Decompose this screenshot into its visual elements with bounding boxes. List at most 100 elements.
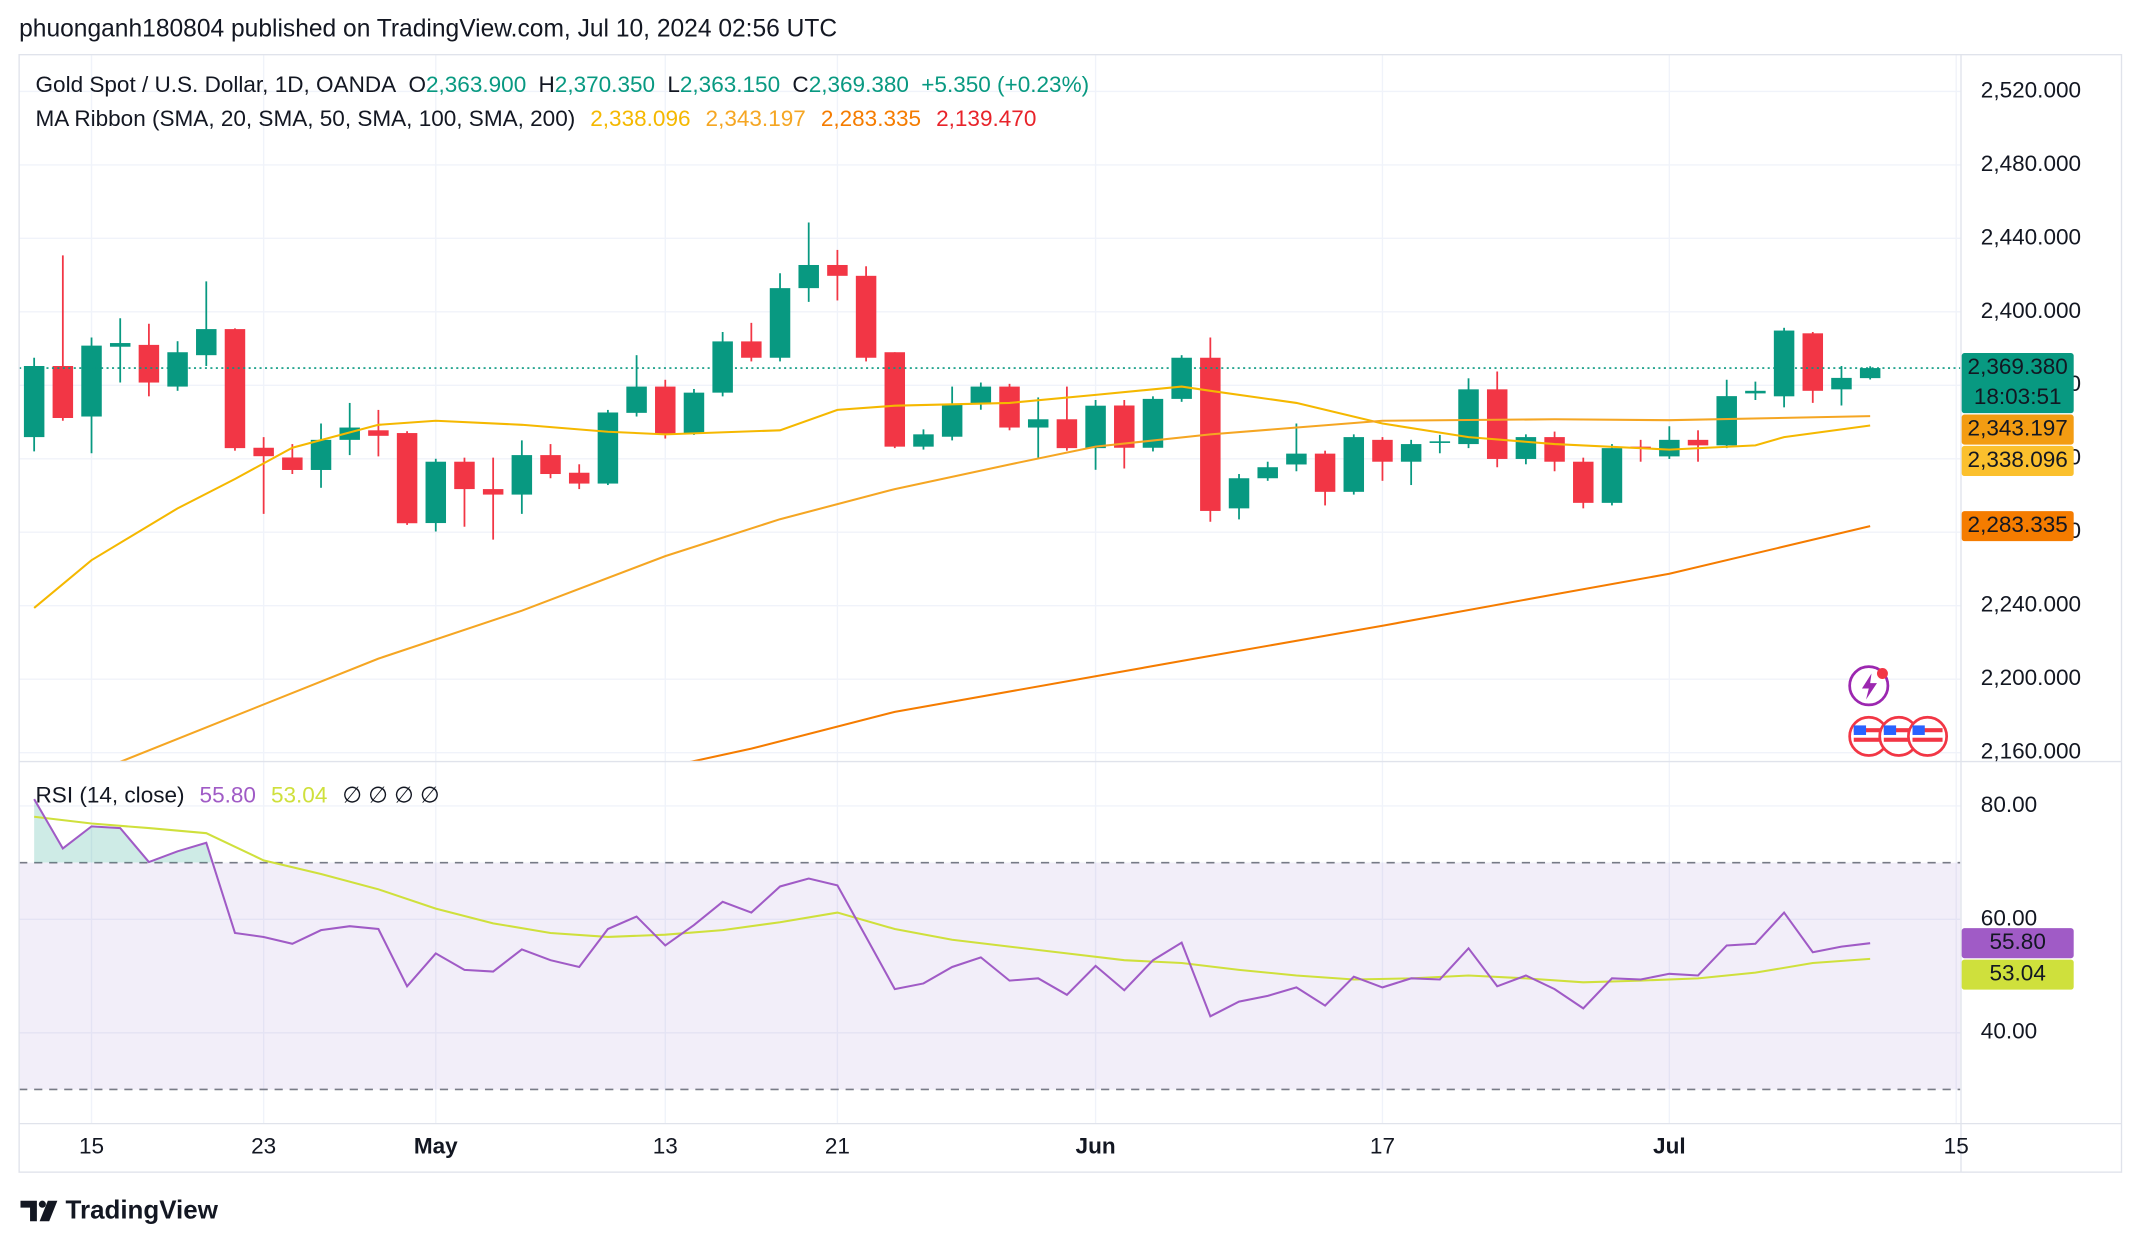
x-tick-label: 23 bbox=[251, 1133, 276, 1158]
candle-body bbox=[1601, 448, 1623, 503]
rsi-tick-label: 40.00 bbox=[1981, 1019, 2037, 1044]
change-value: +5.350 (+0.23%) bbox=[921, 72, 1089, 97]
flag-canton bbox=[1853, 725, 1867, 735]
candle-body bbox=[1859, 368, 1881, 379]
candle-body bbox=[81, 345, 102, 417]
x-tick-label: 15 bbox=[1944, 1133, 1969, 1158]
logo-mark bbox=[20, 1200, 37, 1222]
axis-price-box bbox=[1961, 445, 2074, 476]
rsi-band bbox=[19, 862, 1961, 1090]
axis-price-label: 53.04 bbox=[1989, 961, 2045, 986]
flag-stripe bbox=[1853, 728, 1884, 733]
candle-body bbox=[1486, 389, 1508, 459]
rsi-pane bbox=[19, 798, 1961, 1091]
candle-body bbox=[827, 264, 848, 276]
y-tick-label: 2,400.000 bbox=[1981, 298, 2081, 323]
ohlc-value: 2,363.900 bbox=[426, 72, 526, 97]
logo-mark bbox=[39, 1200, 58, 1222]
candle-body bbox=[597, 412, 619, 484]
ma-value: 2,139.470 bbox=[936, 106, 1036, 131]
ohlc-value: 2,370.350 bbox=[555, 72, 655, 97]
flag-stripe bbox=[1912, 728, 1943, 733]
rsi-ma-line bbox=[34, 815, 1871, 984]
axis-price-label: 18:03:51 bbox=[1974, 384, 2062, 409]
axis-price-label: 2,338.096 bbox=[1968, 447, 2068, 472]
candle-body bbox=[999, 386, 1020, 428]
candle-body bbox=[196, 329, 217, 356]
candle-body bbox=[1085, 405, 1106, 449]
candle-body bbox=[1142, 398, 1164, 448]
candle-body bbox=[1687, 439, 1709, 446]
x-tick-label: 15 bbox=[79, 1133, 104, 1158]
candle-body bbox=[884, 352, 906, 447]
candle-body bbox=[1831, 377, 1852, 390]
candle-body bbox=[1659, 439, 1680, 457]
x-tick-label: Jun bbox=[1076, 1133, 1116, 1158]
candle-body bbox=[368, 430, 389, 436]
candle-body bbox=[1400, 444, 1422, 462]
candle-body bbox=[52, 366, 74, 418]
rsi-value: 55.80 bbox=[200, 782, 256, 807]
axes: 15 23 May 13 21 Jun 17 Jul 15 2,160.000 2,200.000 2… bbox=[79, 77, 2081, 1158]
brand-logo: TradingView bbox=[20, 1197, 219, 1225]
y-tick-label: 2,440.000 bbox=[1981, 224, 2081, 249]
candle-body bbox=[1544, 437, 1565, 462]
ma-value: 2,283.335 bbox=[821, 106, 921, 131]
ma-legend: MA Ribbon (SMA, 20, SMA, 50, SMA, 100, S… bbox=[36, 106, 1037, 131]
candle-body bbox=[568, 472, 590, 484]
y-tick-label: 2,160.000 bbox=[1981, 739, 2081, 764]
candle-body bbox=[1056, 419, 1078, 449]
axis-price-label: 2,369.380 bbox=[1968, 354, 2068, 379]
axis-price-box bbox=[1961, 928, 2074, 959]
ohlc-key: C bbox=[792, 72, 808, 97]
x-tick-label: 13 bbox=[653, 1133, 678, 1158]
axis-price-label: 2,343.197 bbox=[1968, 415, 2068, 440]
candle-body bbox=[282, 457, 303, 470]
candle-body bbox=[970, 386, 992, 405]
candle-body bbox=[941, 404, 963, 437]
y-tick-label: 2,200.000 bbox=[1981, 665, 2081, 690]
icon-dot bbox=[1876, 668, 1888, 679]
candle-body bbox=[1716, 396, 1737, 446]
candle-body bbox=[454, 461, 475, 490]
axis-price-label: 2,283.335 bbox=[1968, 512, 2068, 537]
event-icons bbox=[1848, 665, 1949, 757]
candle-body bbox=[310, 439, 332, 470]
candle-body bbox=[1114, 405, 1135, 448]
ohlc-key: L bbox=[667, 72, 680, 97]
candle-body bbox=[253, 447, 274, 457]
candle-body bbox=[1458, 389, 1479, 445]
rsi-tick-label: 80.00 bbox=[1981, 792, 2037, 817]
candle-body bbox=[1573, 461, 1594, 503]
x-tick-label: Jul bbox=[1653, 1133, 1686, 1158]
legend: Gold Spot / U.S. Dollar, 1D, OANDA O2,363… bbox=[36, 72, 1090, 807]
grid bbox=[19, 54, 1961, 1123]
flag-stripe bbox=[1883, 728, 1914, 733]
axis-price-label: 55.80 bbox=[1989, 929, 2045, 954]
logo-mark bbox=[38, 1200, 46, 1208]
rsi-line bbox=[33, 798, 1871, 1018]
candle-body bbox=[1171, 357, 1192, 399]
y-tick-label: 2,480.000 bbox=[1981, 151, 2081, 176]
flag-icon[interactable] bbox=[1907, 715, 1949, 757]
candle-body bbox=[655, 386, 676, 435]
candle-body bbox=[511, 455, 533, 495]
candle-body bbox=[167, 352, 188, 387]
candle-body bbox=[1257, 467, 1278, 479]
candle-body bbox=[540, 455, 561, 475]
ohlc-key: O bbox=[408, 72, 426, 97]
flag-canton bbox=[1912, 725, 1925, 735]
ma-line bbox=[689, 525, 1871, 761]
flag-stripe bbox=[1853, 737, 1884, 742]
price-pane bbox=[19, 222, 1961, 761]
ohlc-value: 2,363.150 bbox=[680, 72, 780, 97]
candle-body bbox=[1286, 453, 1307, 465]
symbol-title: Gold Spot / U.S. Dollar, 1D, OANDA bbox=[36, 72, 397, 97]
candle-body bbox=[1372, 439, 1393, 462]
flag-icons[interactable] bbox=[1848, 715, 1949, 757]
candle-body bbox=[798, 264, 819, 289]
axis-price-box bbox=[1961, 511, 2074, 542]
ma-value: 2,343.197 bbox=[706, 106, 806, 131]
